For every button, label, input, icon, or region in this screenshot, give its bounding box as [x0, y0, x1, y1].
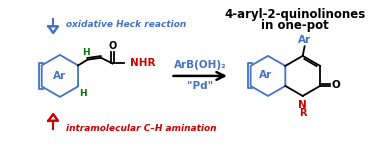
Polygon shape: [42, 55, 78, 97]
Text: N: N: [298, 100, 307, 110]
Text: intramolecular C–H amination: intramolecular C–H amination: [66, 124, 216, 133]
Text: H: H: [82, 49, 90, 58]
Text: 4-aryl-2-quinolinones: 4-aryl-2-quinolinones: [224, 8, 365, 21]
Text: in one-pot: in one-pot: [261, 19, 328, 32]
Text: ArB(OH)₂: ArB(OH)₂: [174, 60, 226, 70]
Text: oxidative Heck reaction: oxidative Heck reaction: [66, 20, 186, 29]
Text: O: O: [108, 41, 116, 51]
Polygon shape: [251, 56, 285, 96]
Text: H: H: [79, 89, 87, 98]
Polygon shape: [48, 114, 58, 121]
Text: Ar: Ar: [298, 35, 311, 45]
Text: "Pd": "Pd": [187, 81, 213, 91]
Text: Ar: Ar: [259, 70, 272, 80]
Text: R: R: [299, 108, 307, 118]
Text: O: O: [332, 80, 341, 90]
Polygon shape: [285, 56, 320, 96]
Polygon shape: [48, 26, 58, 33]
Text: Ar: Ar: [53, 71, 67, 81]
Text: NHR: NHR: [130, 58, 155, 69]
